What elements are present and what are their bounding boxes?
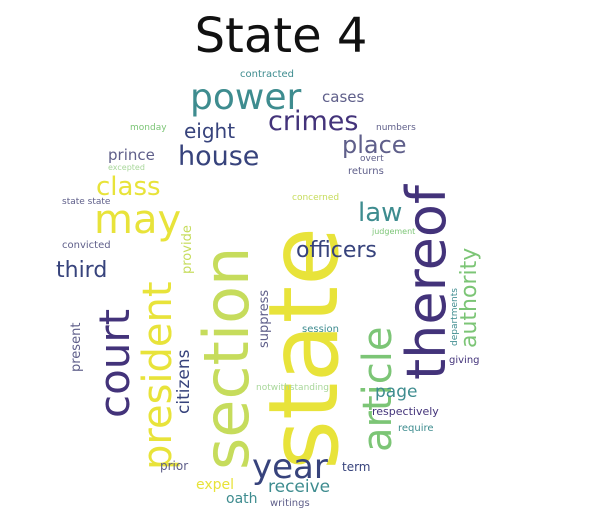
word-year: year (252, 447, 328, 487)
word-power: power (190, 77, 302, 118)
word-respectively: respectively (372, 405, 439, 418)
word-returns: returns (348, 166, 384, 177)
word-departments: departments (450, 288, 460, 346)
word-excepted: excepted (108, 163, 145, 172)
word-officers: officers (296, 238, 377, 263)
word-receive: receive (268, 477, 331, 497)
word-judgement: judgement (372, 227, 416, 236)
word-place: place (342, 131, 407, 159)
word-expel: expel (196, 477, 235, 493)
word-third: third (56, 258, 108, 283)
word-prior: prior (160, 459, 189, 473)
word-present: present (69, 322, 84, 372)
word-authority: authority (457, 247, 482, 348)
word-notwithstanding: notwithstanding (256, 383, 329, 393)
word-class: class (96, 172, 161, 202)
word-suppress: suppress (257, 289, 272, 348)
word-law: law (358, 198, 403, 228)
word-president: president (135, 281, 181, 470)
word-session: session (302, 324, 340, 335)
word-house: house (178, 141, 260, 172)
word-require: require (398, 423, 434, 434)
word-crimes: crimes (268, 106, 359, 137)
word-prince: prince (108, 146, 155, 164)
word-state: state (248, 226, 360, 470)
word-contracted: contracted (240, 69, 295, 80)
word-giving: giving (449, 355, 480, 366)
word-term: term (342, 460, 371, 474)
word-overt: overt (360, 154, 384, 164)
word-convicted: convicted (62, 240, 111, 251)
word-cases: cases (322, 88, 365, 106)
word-oath: oath (226, 491, 258, 507)
word-thereof: thereof (395, 185, 458, 380)
word-provide: provide (180, 225, 195, 274)
word-page: page (375, 382, 418, 402)
word-concerned: concerned (292, 193, 340, 203)
word-writings: writings (270, 498, 310, 509)
word-numbers: numbers (376, 123, 416, 133)
figure-title: State 4 (194, 8, 368, 64)
word-monday: monday (130, 123, 167, 133)
word-eight: eight (184, 119, 236, 143)
word-may: may (94, 197, 182, 243)
word-section: section (190, 246, 263, 470)
word-citizens: citizens (174, 349, 194, 414)
word-court: court (90, 308, 139, 418)
word-state-state: state state (62, 197, 111, 207)
